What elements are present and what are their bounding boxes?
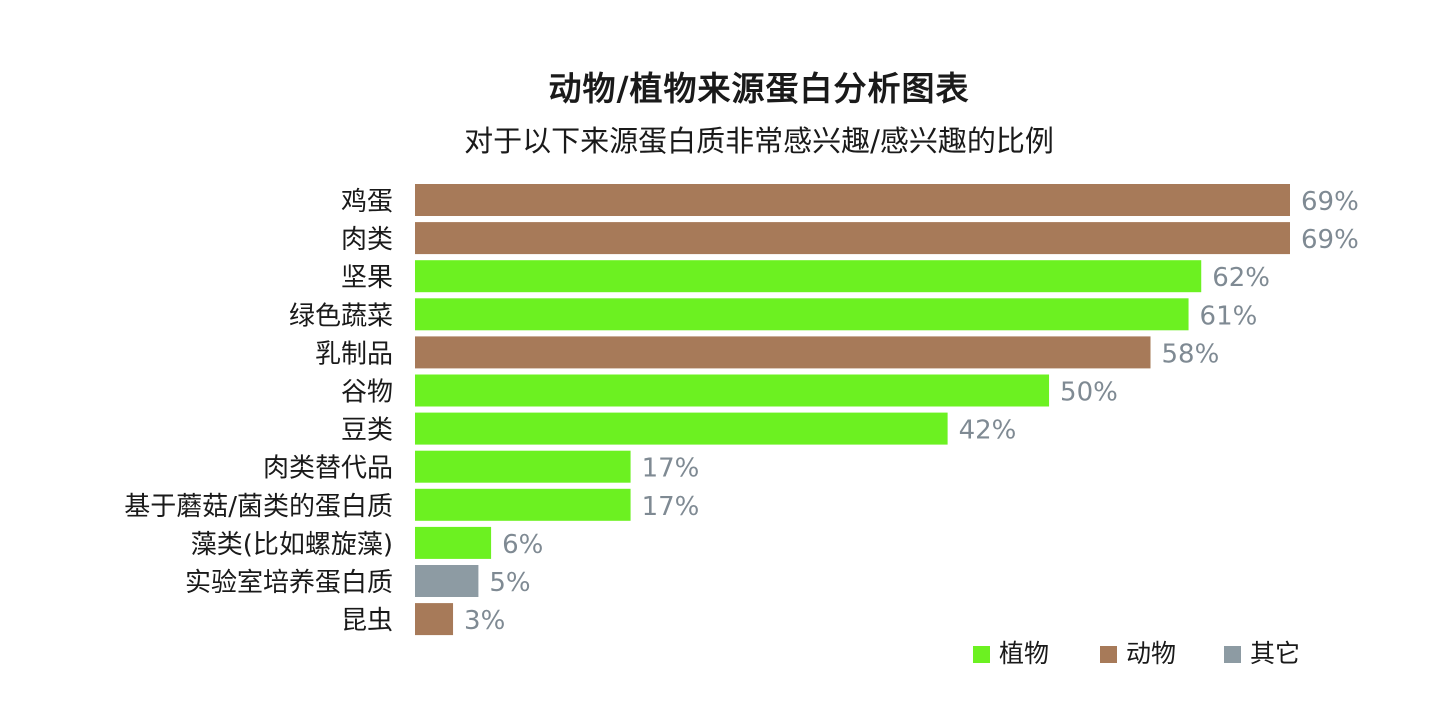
value-label-5: 50% <box>1060 378 1118 408</box>
category-labels-group: 鸡蛋肉类坚果绿色蔬菜乳制品谷物豆类肉类替代品基于蘑菇/菌类的蛋白质藻类(比如螺旋… <box>124 187 393 636</box>
value-label-10: 5% <box>489 568 530 598</box>
value-label-6: 42% <box>959 416 1017 446</box>
category-label-4: 乳制品 <box>315 339 393 369</box>
value-labels-group: 69% 69% 62% 61% 58% 50% 42% 17% 17% 6% 5% 3% <box>464 187 1359 636</box>
legend-label-1: 动物 <box>1126 639 1176 668</box>
bar-9 <box>415 526 492 559</box>
bar-4 <box>415 336 1151 369</box>
bar-11 <box>415 603 454 636</box>
bar-7 <box>415 450 631 483</box>
category-label-8: 基于蘑菇/菌类的蛋白质 <box>124 492 393 522</box>
bar-6 <box>415 412 948 445</box>
category-label-10: 实验室培养蛋白质 <box>185 568 393 598</box>
legend-label-2: 其它 <box>1250 639 1300 668</box>
value-label-4: 58% <box>1162 339 1220 369</box>
value-label-7: 17% <box>642 454 700 484</box>
legend-swatch-1 <box>1100 646 1117 663</box>
category-label-0: 鸡蛋 <box>341 187 393 217</box>
category-label-1: 肉类 <box>341 225 393 255</box>
bar-2 <box>415 260 1202 293</box>
value-label-1: 69% <box>1301 225 1359 255</box>
value-label-8: 17% <box>642 492 700 522</box>
category-label-5: 谷物 <box>341 378 393 408</box>
bar-5 <box>415 374 1050 407</box>
category-label-2: 坚果 <box>341 263 393 293</box>
legend-swatch-0 <box>973 646 990 663</box>
legend-swatch-2 <box>1224 646 1241 663</box>
value-label-3: 61% <box>1200 301 1258 331</box>
bar-10 <box>415 565 479 597</box>
category-label-9: 藻类(比如螺旋藻) <box>191 530 393 560</box>
value-label-9: 6% <box>502 530 543 560</box>
bars-group <box>415 184 1290 636</box>
category-label-3: 绿色蔬菜 <box>289 301 393 331</box>
legend: 植物 动物 其它 <box>973 639 1300 668</box>
chart-title: 动物/植物来源蛋白分析图表 <box>548 69 970 108</box>
category-label-11: 昆虫 <box>341 606 393 636</box>
category-label-7: 肉类替代品 <box>263 454 393 484</box>
value-label-2: 62% <box>1212 263 1270 293</box>
bar-0 <box>415 184 1290 216</box>
bar-1 <box>415 222 1290 255</box>
bar-3 <box>415 298 1189 331</box>
legend-label-0: 植物 <box>999 639 1049 668</box>
category-label-6: 豆类 <box>341 416 393 446</box>
value-label-0: 69% <box>1301 187 1359 217</box>
bar-8 <box>415 488 631 521</box>
chart-subtitle: 对于以下来源蛋白质非常感兴趣/感兴趣的比例 <box>464 124 1054 158</box>
value-label-11: 3% <box>464 606 505 636</box>
